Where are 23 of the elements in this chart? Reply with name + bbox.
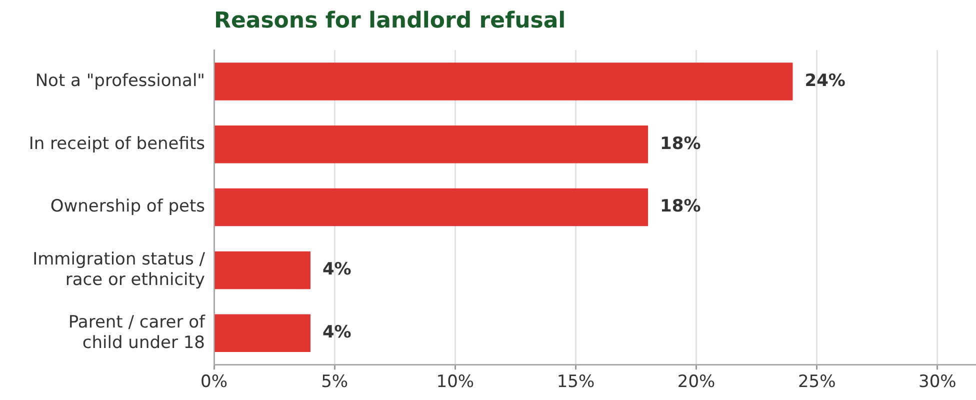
bar <box>214 251 310 290</box>
x-tick-label: 10% <box>436 372 474 392</box>
y-tick-label: Ownership of pets <box>50 196 206 217</box>
y-tick-label: In receipt of benefits <box>28 134 206 154</box>
bar <box>214 188 648 226</box>
bar <box>214 62 793 100</box>
x-tick-label: 15% <box>556 372 595 392</box>
y-tick-label: Immigration status / race or ethnicity <box>32 249 206 290</box>
bar <box>214 126 648 164</box>
y-tick-label: Not a "professional" <box>35 70 205 91</box>
data-label: 4% <box>322 260 352 280</box>
data-label: 18% <box>660 134 701 154</box>
x-tick-label: 0% <box>200 372 228 392</box>
x-tick-label: 25% <box>798 372 836 392</box>
y-tick-label: Parent / carer of child under 18 <box>68 312 206 353</box>
x-tick-label: 20% <box>677 372 716 392</box>
data-label: 4% <box>322 322 352 343</box>
bar <box>214 314 310 352</box>
x-tick-label: 5% <box>321 372 348 392</box>
chart-title: Reasons for landlord refusal <box>214 8 566 34</box>
x-tick-label: 30% <box>918 372 956 392</box>
data-label: 24% <box>804 70 846 91</box>
data-label: 18% <box>660 196 701 217</box>
